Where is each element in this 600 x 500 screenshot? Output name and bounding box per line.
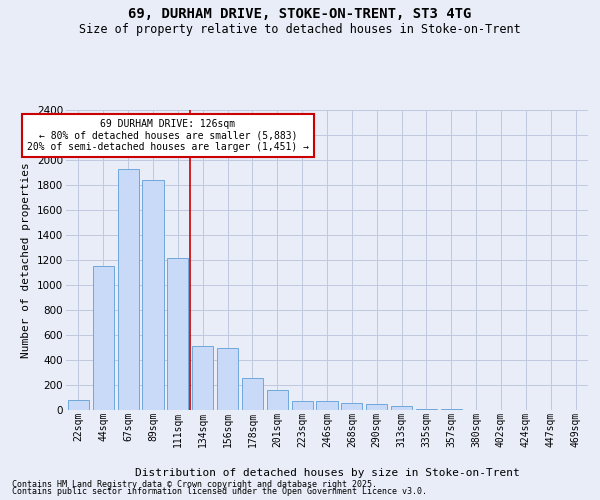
Bar	[192, 346, 213, 410]
Bar	[93, 266, 114, 410]
Bar	[341, 402, 362, 410]
Bar	[118, 169, 139, 410]
Bar	[292, 400, 313, 410]
Text: Contains public sector information licensed under the Open Government Licence v3: Contains public sector information licen…	[12, 487, 427, 496]
Text: 69 DURHAM DRIVE: 126sqm
← 80% of detached houses are smaller (5,883)
20% of semi: 69 DURHAM DRIVE: 126sqm ← 80% of detache…	[27, 119, 309, 152]
Bar	[316, 400, 338, 410]
Bar	[217, 348, 238, 410]
Bar	[68, 400, 89, 410]
Bar	[242, 378, 263, 410]
Text: Contains HM Land Registry data © Crown copyright and database right 2025.: Contains HM Land Registry data © Crown c…	[12, 480, 377, 489]
Bar	[416, 409, 437, 410]
Bar	[391, 406, 412, 410]
Bar	[167, 258, 188, 410]
Bar	[267, 390, 288, 410]
Y-axis label: Number of detached properties: Number of detached properties	[22, 162, 31, 358]
Text: Size of property relative to detached houses in Stoke-on-Trent: Size of property relative to detached ho…	[79, 22, 521, 36]
Text: Distribution of detached houses by size in Stoke-on-Trent: Distribution of detached houses by size …	[134, 468, 520, 477]
Bar	[366, 404, 387, 410]
Text: 69, DURHAM DRIVE, STOKE-ON-TRENT, ST3 4TG: 69, DURHAM DRIVE, STOKE-ON-TRENT, ST3 4T…	[128, 8, 472, 22]
Bar	[142, 180, 164, 410]
